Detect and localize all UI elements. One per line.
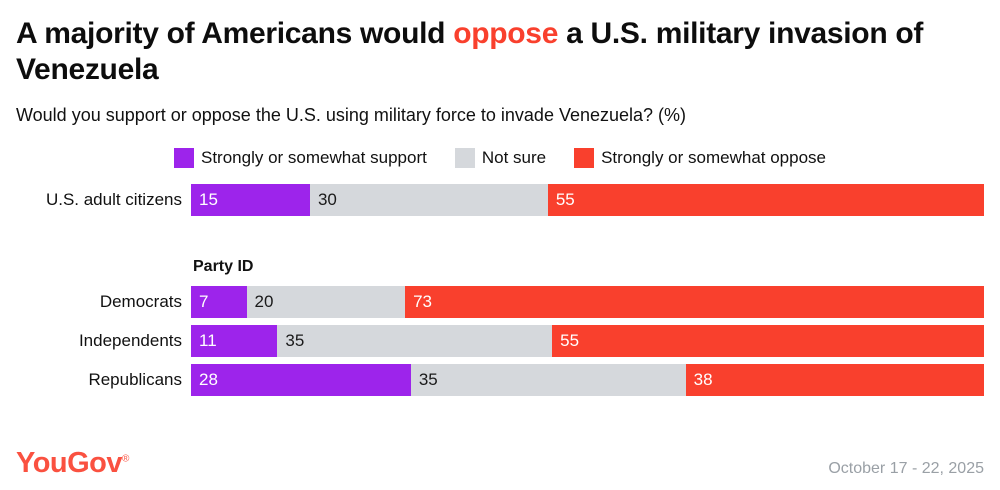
- bar-track: 11 35 55: [191, 325, 984, 357]
- legend-swatch-icon: [174, 148, 194, 168]
- bar-value: 7: [199, 292, 209, 311]
- bar-value: 20: [254, 292, 274, 311]
- bar-row: Independents 11 35 55: [16, 325, 984, 357]
- bar-track: 15 30 55: [191, 184, 984, 216]
- title-text-pre: A majority of Americans would: [16, 17, 454, 50]
- bar-value: 30: [317, 190, 337, 209]
- bar-value: 73: [413, 292, 433, 311]
- legend-swatch-icon: [574, 148, 595, 168]
- legend-label: Strongly or somewhat support: [201, 148, 427, 167]
- bar-segment-support: 7: [191, 286, 247, 318]
- bar-segment-oppose: 55: [547, 184, 984, 216]
- registered-trademark-icon: ®: [122, 453, 129, 465]
- bar-track: 28 35 38: [191, 364, 984, 396]
- row-label: Republicans: [88, 370, 182, 389]
- chart-legend: Strongly or somewhat support Not sure Stro…: [16, 148, 984, 168]
- row-label: U.S. adult citizens: [45, 190, 182, 209]
- legend-item: Strongly or somewhat oppose: [574, 148, 826, 168]
- bar-value: 15: [199, 190, 218, 209]
- bar-value: 55: [555, 190, 575, 209]
- bar-segment-support: 28: [191, 364, 411, 396]
- bar-value: 35: [285, 331, 305, 350]
- bar-row: Democrats 7 20 73: [16, 286, 984, 318]
- bar-value: 35: [418, 370, 438, 389]
- page-title: A majority of Americans would oppose a U…: [16, 16, 946, 88]
- date-range: October 17 - 22, 2025: [828, 460, 984, 477]
- bar-value: 11: [199, 331, 217, 350]
- bar-value: 55: [560, 331, 580, 350]
- bar-segment-support: 11: [191, 325, 278, 357]
- bar-segment-not-sure: 30: [309, 184, 548, 216]
- footer: YouGov® October 17 - 22, 2025: [16, 449, 984, 478]
- section-label-party-id: Party ID: [193, 258, 254, 275]
- legend-swatch-icon: [454, 148, 475, 168]
- bar-value: 38: [693, 370, 713, 389]
- legend-label: Not sure: [481, 148, 547, 167]
- bar-segment-oppose: 55: [552, 325, 984, 357]
- title-text-post: a U.S. military invasion of Venezuela: [16, 17, 924, 86]
- bar-segment-oppose: 73: [405, 286, 984, 318]
- legend-label: Strongly or somewhat oppose: [601, 148, 826, 167]
- yougov-logo: YouGov®: [16, 449, 129, 478]
- row-label: Democrats: [99, 292, 182, 311]
- stacked-bar-chart: U.S. adult citizens 15 30 55 Party ID Democra…: [16, 184, 984, 396]
- bar-segment-oppose: 38: [685, 364, 984, 396]
- bar-row: U.S. adult citizens 15 30 55: [16, 184, 984, 216]
- bar-track: 7 20 73: [191, 286, 984, 318]
- legend-item: Strongly or somewhat support: [174, 148, 427, 168]
- title-highlight-oppose: oppose: [453, 17, 559, 50]
- bar-segment-not-sure: 35: [410, 364, 686, 396]
- legend-item: Not sure: [454, 148, 547, 168]
- bar-value: 28: [199, 370, 218, 389]
- bar-segment-not-sure: 35: [277, 325, 553, 357]
- bar-segment-not-sure: 20: [246, 286, 406, 318]
- chart-subtitle: Would you support or oppose the U.S. usi…: [16, 105, 687, 125]
- yougov-logo-text: YouGov: [16, 447, 123, 479]
- bar-row: Republicans 28 35 38: [16, 364, 984, 396]
- row-label: Independents: [78, 331, 182, 350]
- bar-segment-support: 15: [191, 184, 310, 216]
